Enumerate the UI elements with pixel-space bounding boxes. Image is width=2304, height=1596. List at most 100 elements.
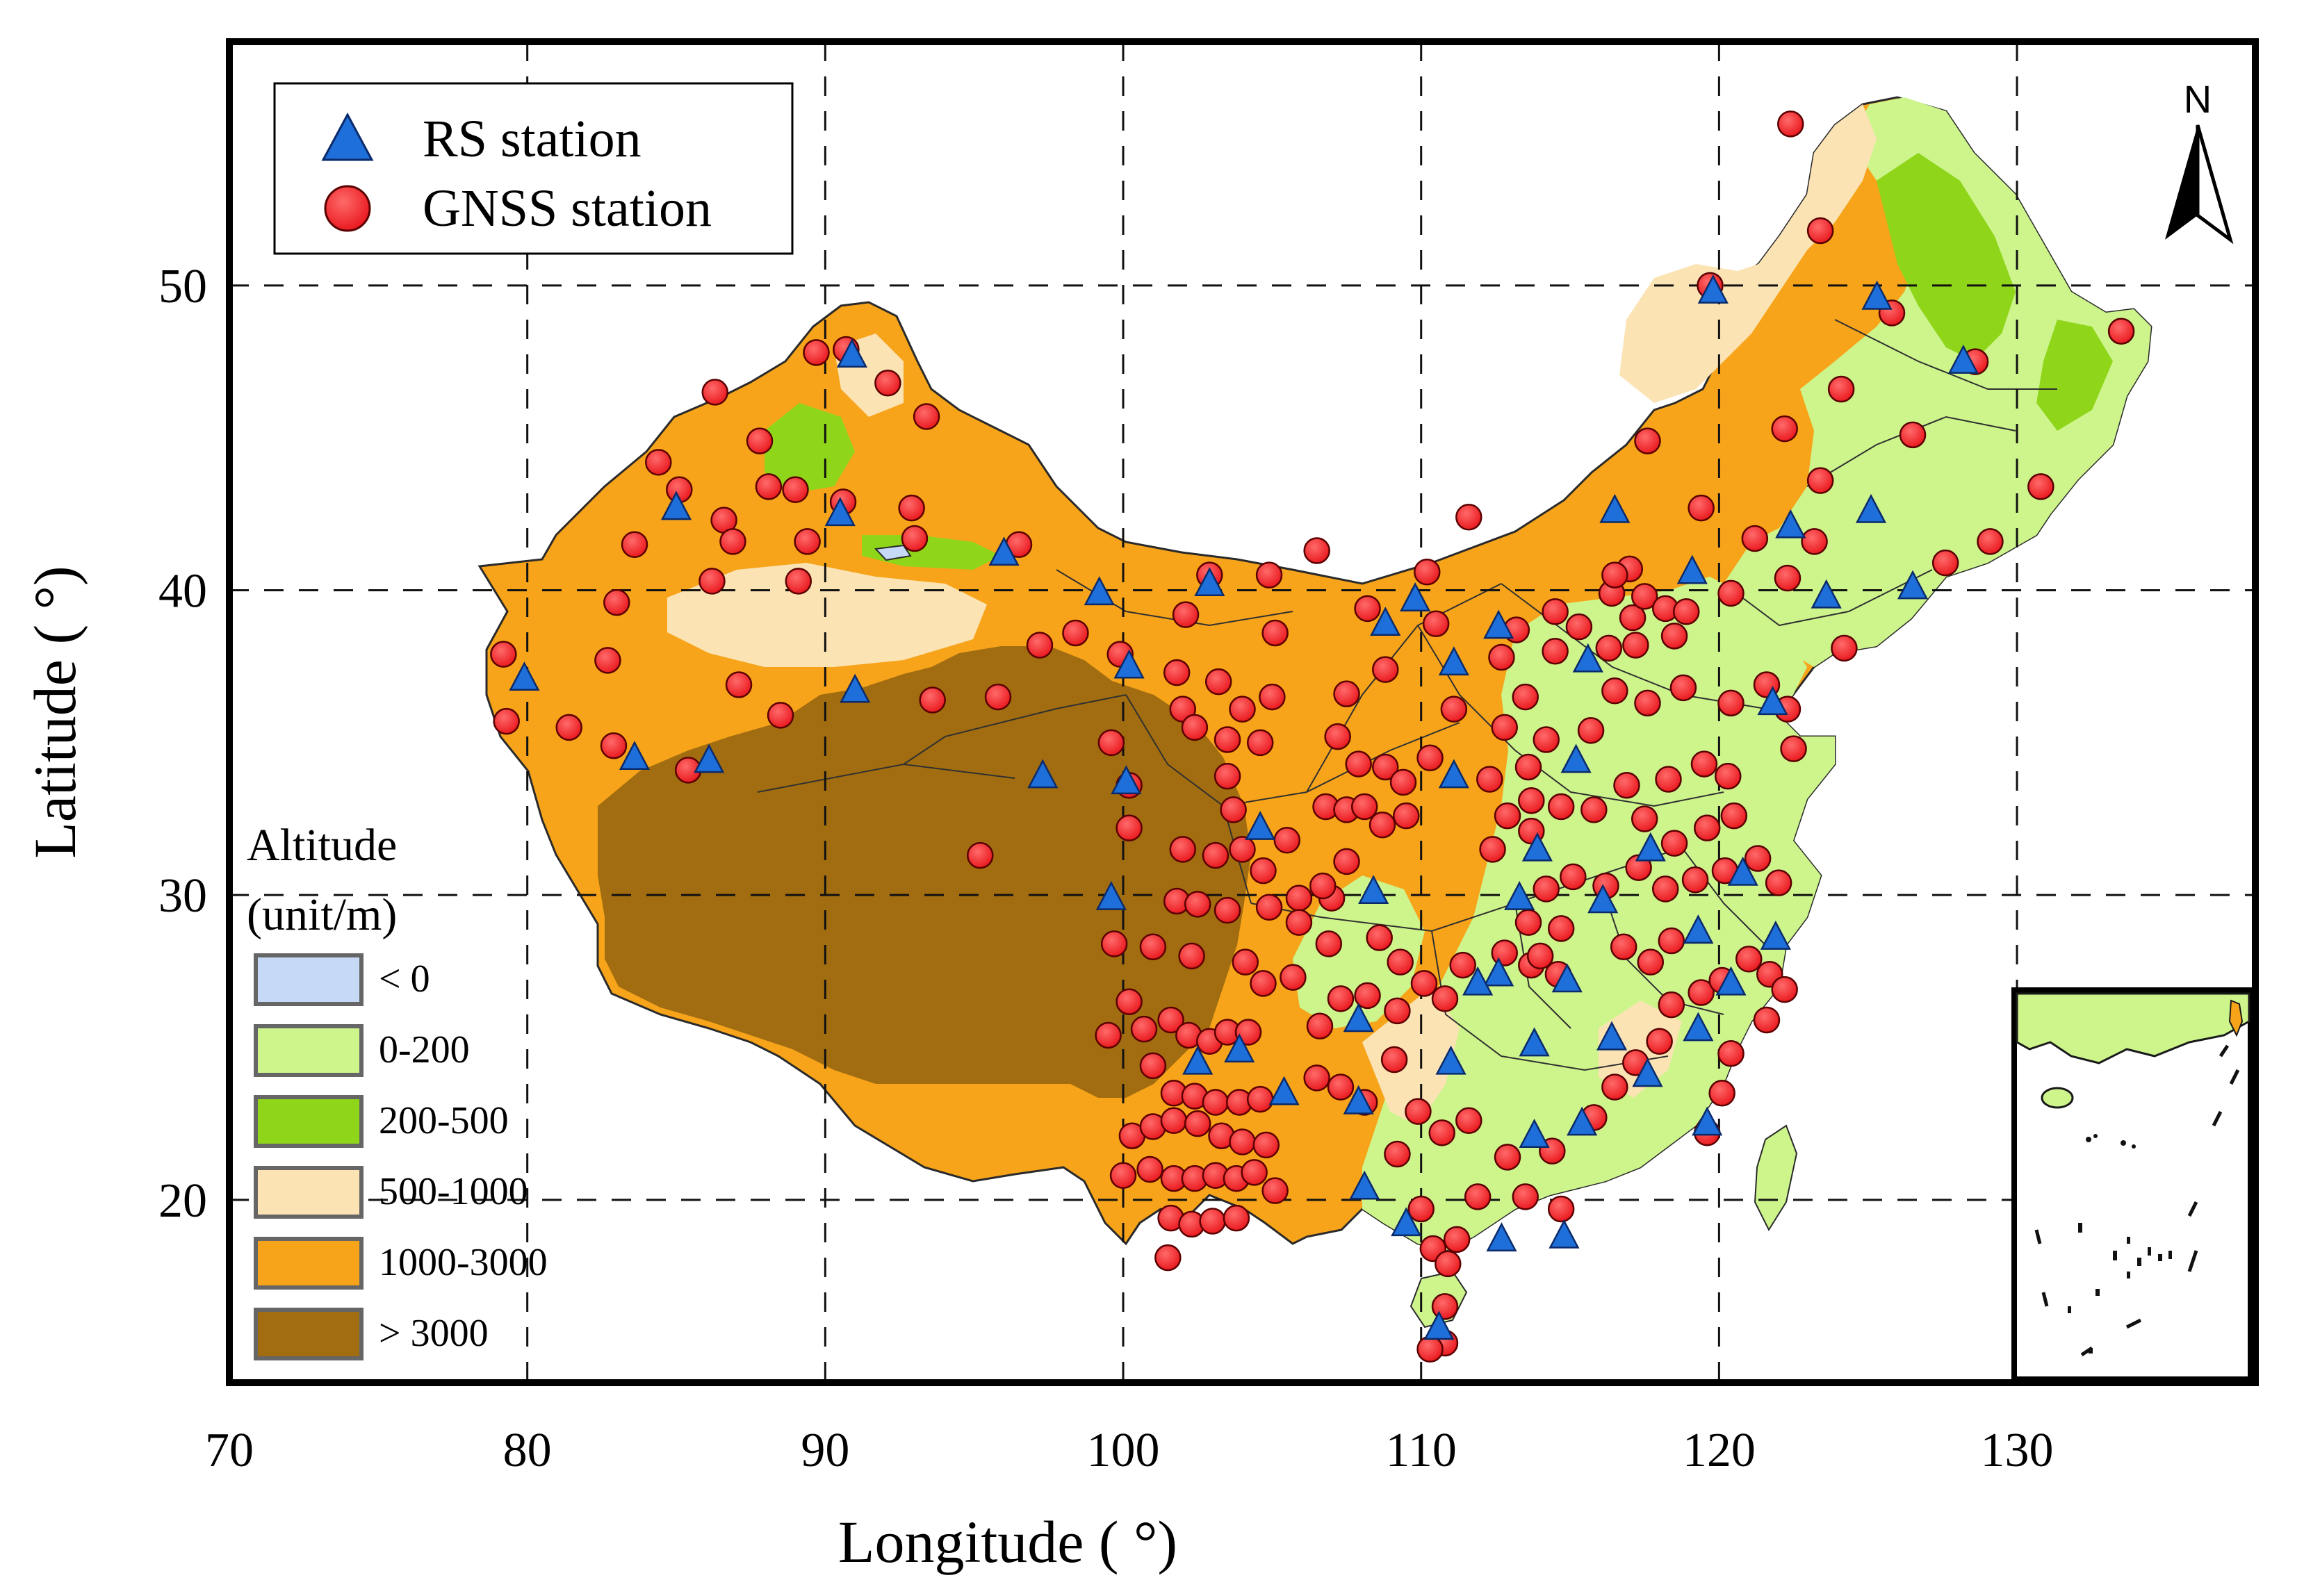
gnss-station-marker bbox=[1619, 604, 1647, 632]
gnss-station-marker bbox=[1285, 885, 1313, 912]
rs-station-marker bbox=[1194, 567, 1225, 597]
rs-station-marker bbox=[1370, 607, 1401, 636]
rs-station-marker bbox=[1587, 884, 1619, 914]
gnss-station-marker bbox=[1214, 726, 1241, 753]
gnss-station-marker bbox=[1285, 909, 1313, 936]
gnss-station-marker bbox=[1116, 814, 1143, 841]
rs-station-marker bbox=[1760, 920, 1791, 950]
gnss-station-marker bbox=[1109, 1162, 1137, 1189]
gnss-station-marker bbox=[1577, 717, 1605, 744]
north-arrow-left bbox=[2165, 125, 2198, 240]
inset-map bbox=[2011, 987, 2253, 1382]
terrain-xinjiang-basin-200-500 bbox=[765, 403, 1001, 570]
north-arrow: N bbox=[2165, 77, 2234, 245]
gnss-station-marker bbox=[919, 686, 946, 714]
rs-station-marker bbox=[1182, 1045, 1214, 1075]
gnss-station-marker bbox=[621, 531, 648, 558]
rs-station-marker bbox=[1567, 1106, 1598, 1136]
y-tick-labels: 20 30 40 50 bbox=[158, 260, 207, 1228]
gnss-station-marker bbox=[1202, 841, 1229, 869]
gnss-station-marker bbox=[1309, 872, 1337, 900]
rs-station-marker bbox=[1596, 1021, 1628, 1051]
rs-station-marker bbox=[1697, 274, 1729, 304]
gnss-station-marker bbox=[1547, 1195, 1575, 1223]
gnss-station-marker bbox=[794, 528, 821, 555]
altitude-legend: Altitude (unit/m) < 0 0-200 200-500 500-100… bbox=[247, 820, 548, 1360]
gnss-legend-label: GNSS station bbox=[423, 179, 712, 238]
gnss-station-marker bbox=[1229, 1128, 1256, 1155]
gnss-station-marker bbox=[1157, 1006, 1184, 1034]
y-tick-label: 30 bbox=[158, 869, 207, 923]
gnss-station-marker bbox=[1280, 964, 1307, 991]
gnss-station-marker bbox=[1414, 558, 1441, 586]
gnss-station-marker bbox=[1422, 610, 1450, 638]
gnss-station-marker bbox=[1333, 680, 1360, 707]
rs-station-marker bbox=[1683, 1012, 1714, 1042]
gnss-station-marker bbox=[1631, 583, 1658, 610]
gnss-station-marker bbox=[555, 714, 582, 741]
gnss-station-marker bbox=[1512, 1183, 1539, 1210]
gnss-station-marker bbox=[1613, 772, 1640, 799]
gnss-station-marker bbox=[1622, 632, 1649, 659]
gnss-station-marker bbox=[767, 702, 794, 729]
inset-taiwan bbox=[2228, 999, 2244, 1037]
gnss-station-marker bbox=[984, 683, 1012, 711]
gnss-station-marker bbox=[1660, 830, 1688, 857]
rs-station-marker bbox=[1692, 1106, 1723, 1136]
rs-station-marker bbox=[1727, 856, 1758, 886]
gnss-station-marker bbox=[1204, 668, 1232, 696]
gnss-station-marker bbox=[1658, 927, 1685, 955]
gnss-station-marker bbox=[1220, 796, 1247, 823]
gnss-station-marker bbox=[1333, 848, 1360, 875]
rs-station-marker bbox=[1400, 582, 1431, 611]
gnss-station-marker bbox=[1252, 1131, 1280, 1159]
altitude-label: 0-200 bbox=[379, 1028, 470, 1071]
gnss-station-marker bbox=[1229, 836, 1256, 863]
rs-station-marker bbox=[660, 491, 692, 520]
rs-station-marker bbox=[1861, 280, 1893, 310]
altitude-legend-items: < 0 0-200 200-500 500-1000 1000-3000 > 3000 bbox=[254, 953, 548, 1360]
gnss-station-marker bbox=[1646, 1028, 1673, 1055]
gnss-station-marker bbox=[1688, 979, 1715, 1006]
gnss-station-marker bbox=[1708, 1080, 1735, 1107]
gnss-station-marker bbox=[1160, 1107, 1188, 1135]
gnss-station-marker bbox=[493, 707, 520, 735]
gnss-station-marker bbox=[1443, 1226, 1471, 1253]
rs-station-marker bbox=[1897, 570, 1929, 600]
rs-station-marker bbox=[1519, 1119, 1550, 1148]
gnss-station-marker bbox=[1435, 1250, 1462, 1278]
terrain-sichuan-basin-0-200 bbox=[1293, 875, 1425, 1028]
gnss-station-marker bbox=[1273, 826, 1301, 854]
rs-station-marker bbox=[1343, 1085, 1374, 1114]
gnss-station-marker bbox=[1542, 598, 1569, 625]
gnss-station-marker bbox=[1688, 494, 1715, 522]
gnss-station-marker bbox=[1393, 802, 1420, 830]
rs-station-marker bbox=[1084, 576, 1115, 606]
gnss-station-marker bbox=[746, 427, 774, 454]
gnss-station-marker bbox=[1139, 933, 1167, 960]
gnss-station-marker bbox=[1491, 714, 1518, 741]
gnss-station-marker bbox=[1899, 421, 1927, 449]
gnss-station-marker bbox=[1062, 619, 1089, 647]
terrain-ne-hills-200-500 bbox=[1877, 153, 2113, 431]
x-tick-label: 110 bbox=[1386, 1424, 1457, 1477]
rs-station-marker bbox=[1027, 759, 1059, 789]
gnss-station-marker bbox=[1637, 948, 1665, 976]
rs-station-marker bbox=[1549, 1219, 1580, 1249]
gnss-station-marker bbox=[1610, 933, 1637, 960]
gnss-station-marker bbox=[1518, 787, 1545, 814]
rs-station-marker bbox=[1486, 1222, 1517, 1252]
gnss-station-marker bbox=[1488, 643, 1515, 671]
gnss-station-marker bbox=[1735, 946, 1763, 973]
north-arrow-right bbox=[2196, 124, 2234, 245]
gnss-station-marker bbox=[1476, 766, 1503, 793]
gnss-station-marker bbox=[1241, 1159, 1268, 1186]
gnss-station-marker bbox=[1491, 939, 1518, 966]
gnss-station-marker bbox=[1097, 729, 1125, 757]
gnss-station-marker bbox=[1351, 793, 1378, 821]
rs-station-marker bbox=[1635, 832, 1666, 862]
rs-station-marker bbox=[1521, 832, 1553, 862]
gnss-station-marker bbox=[1431, 985, 1459, 1012]
gnss-station-marker bbox=[1172, 601, 1200, 628]
gnss-station-marker bbox=[1372, 753, 1399, 781]
